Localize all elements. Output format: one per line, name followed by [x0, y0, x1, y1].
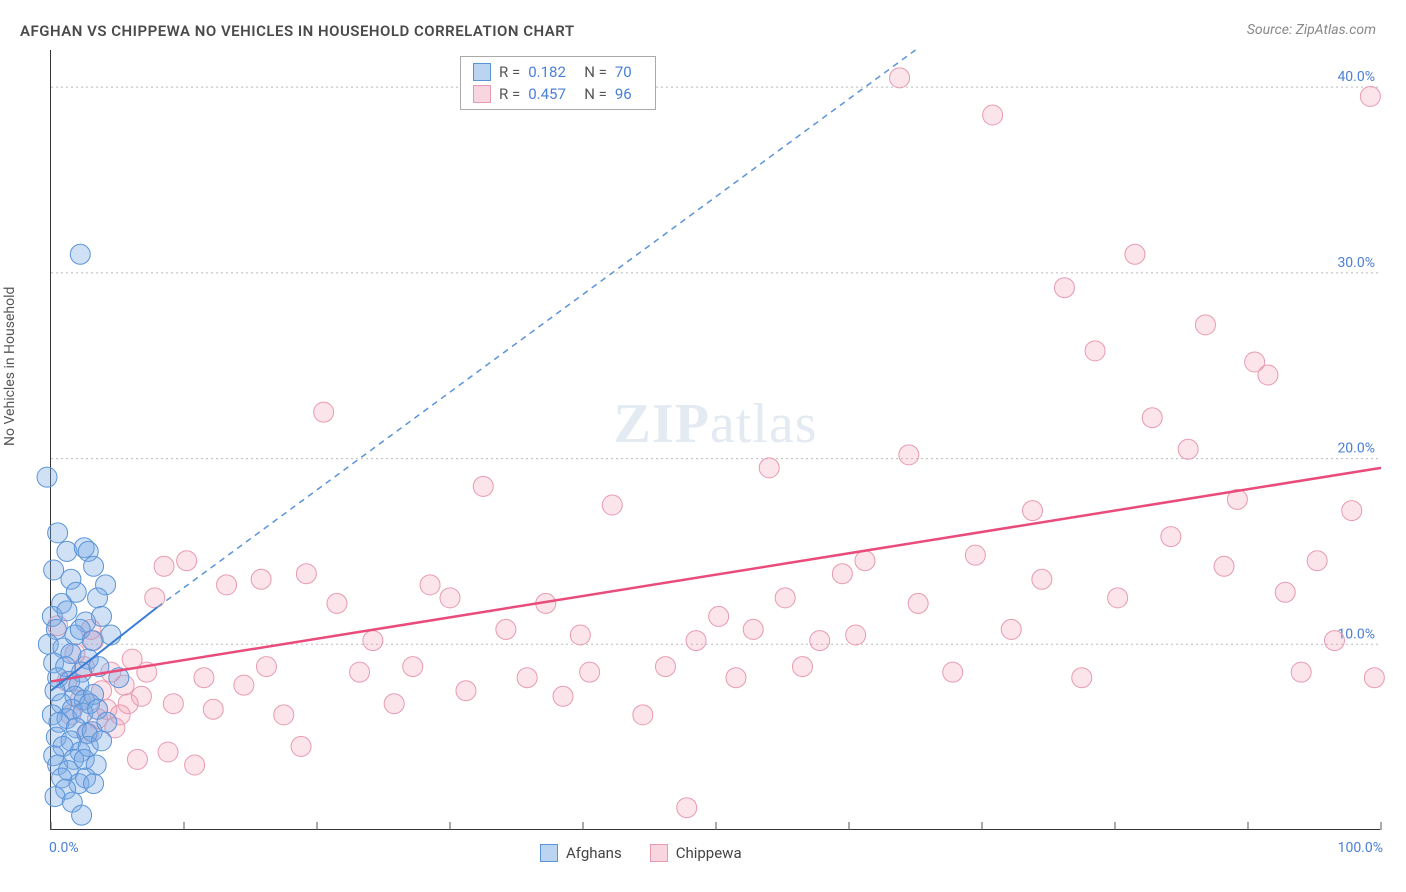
- stats-row-a: R = 0.182 N = 70: [461, 61, 655, 83]
- legend-item-afghans: Afghans: [540, 844, 622, 862]
- r-value-a: 0.182: [528, 63, 576, 81]
- svg-text:20.0%: 20.0%: [1337, 441, 1375, 457]
- n-label: N =: [584, 85, 607, 103]
- r-value-b: 0.457: [528, 85, 576, 103]
- svg-text:30.0%: 30.0%: [1337, 255, 1375, 271]
- source-attribution: Source: ZipAtlas.com: [1247, 22, 1376, 38]
- swatch-chippewa-icon: [650, 844, 668, 862]
- r-label: R =: [499, 85, 520, 103]
- svg-text:100.0%: 100.0%: [1338, 840, 1383, 856]
- r-label: R =: [499, 63, 520, 81]
- svg-text:40.0%: 40.0%: [1337, 69, 1375, 85]
- stats-legend-box: R = 0.182 N = 70 R = 0.457 N = 96: [460, 56, 656, 110]
- chart-title: AFGHAN VS CHIPPEWA NO VEHICLES IN HOUSEH…: [20, 22, 575, 40]
- bottom-legend: Afghans Chippewa: [540, 844, 742, 862]
- plot-area: ZIPatlas 10.0%20.0%30.0%40.0%0.0%100.0%: [50, 50, 1380, 830]
- swatch-afghans-icon: [540, 844, 558, 862]
- n-label: N =: [584, 63, 607, 81]
- legend-label-afghans: Afghans: [566, 844, 622, 862]
- y-axis-label: No Vehicles in Household: [2, 287, 18, 446]
- n-value-b: 96: [615, 85, 643, 103]
- chart-svg: 10.0%20.0%30.0%40.0%0.0%100.0%: [51, 50, 1380, 829]
- swatch-afghans-icon: [473, 63, 491, 81]
- stats-row-b: R = 0.457 N = 96: [461, 83, 655, 105]
- swatch-chippewa-icon: [473, 85, 491, 103]
- svg-text:0.0%: 0.0%: [49, 840, 79, 856]
- legend-label-chippewa: Chippewa: [676, 844, 742, 862]
- n-value-a: 70: [615, 63, 643, 81]
- legend-item-chippewa: Chippewa: [650, 844, 742, 862]
